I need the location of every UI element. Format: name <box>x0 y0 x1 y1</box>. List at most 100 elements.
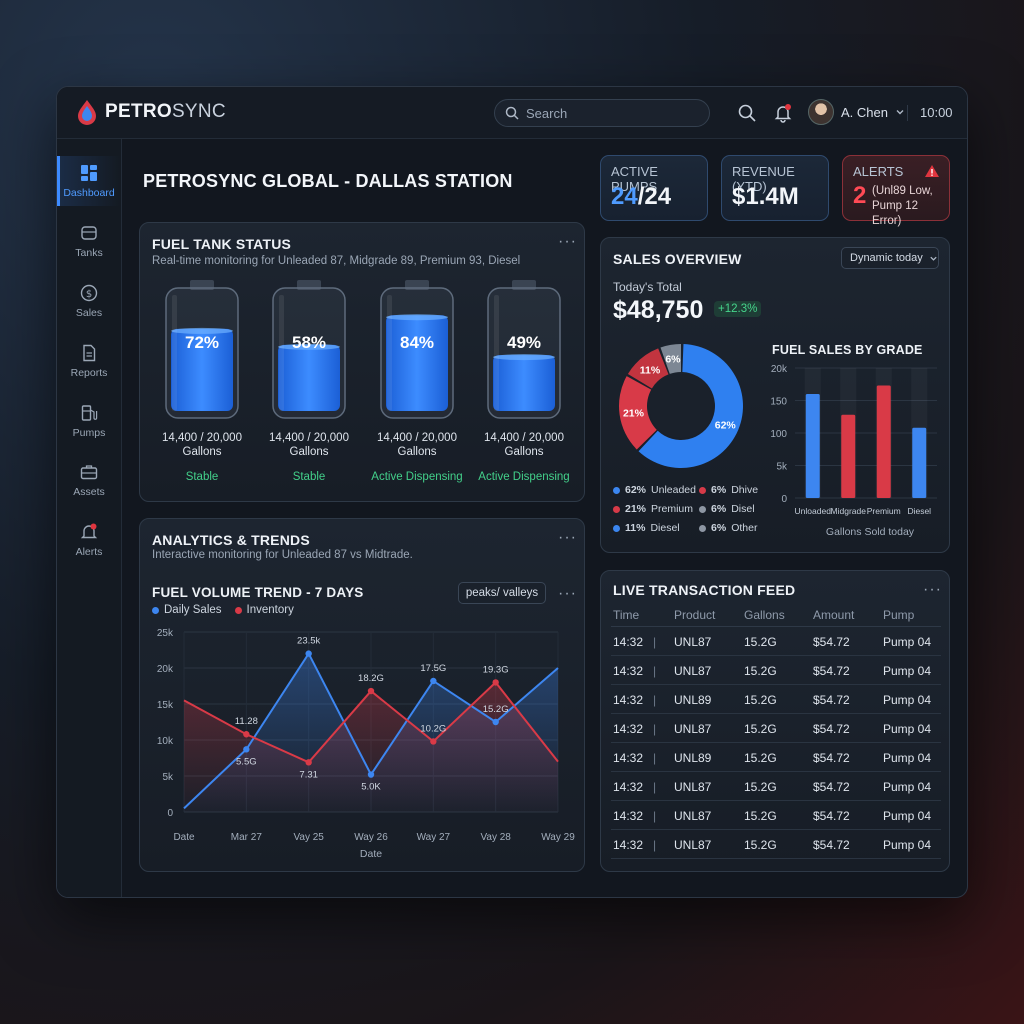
sidebar-item-alerts[interactable]: Alerts <box>57 515 121 565</box>
sidebar-item-tanks[interactable]: Tanks <box>57 216 121 266</box>
fuel-sales-bar-chart[interactable]: 0 5k 100 150 20k Unloaded Midgrade Premium Diese… <box>761 362 949 542</box>
data-point[interactable] <box>305 759 312 766</box>
more-options-icon[interactable]: ··· <box>558 529 577 546</box>
sidebar-item-label: Tanks <box>75 246 103 259</box>
table-cell: 14:32 <box>613 722 644 736</box>
table-row[interactable]: 14:32 UNL87 15.2G $54.72 Pump 04 | <box>611 714 941 743</box>
sidebar-item-assets[interactable]: Assets <box>57 455 121 505</box>
tank-unit: Gallons <box>504 446 544 458</box>
analytics-panel: ANALYTICS & TRENDS ··· Interactive monit… <box>139 518 585 872</box>
data-point[interactable] <box>243 731 250 738</box>
panel-title: FUEL TANK STATUS <box>152 236 292 252</box>
bar-premium[interactable] <box>876 385 891 498</box>
legend-dot-inventory <box>234 606 242 614</box>
data-point[interactable] <box>367 687 375 695</box>
data-point[interactable] <box>305 650 312 657</box>
kpi-alerts[interactable]: ALERTS 2 (Unl89 Low, Pump 12 Error) <box>842 155 950 227</box>
warning-icon <box>925 165 939 177</box>
kpi-revenue[interactable]: REVENUE (YTD) $1.4M <box>721 155 829 221</box>
tank-percent: 49% <box>506 333 542 352</box>
alerts-detail-line: (Unl89 Low, <box>872 185 933 197</box>
table-row[interactable]: 14:32 UNL87 15.2G $54.72 Pump 04 | <box>611 627 941 656</box>
x-axis-label: Date <box>360 848 382 860</box>
tank-fill <box>278 344 340 411</box>
more-options-icon[interactable]: ··· <box>923 581 942 598</box>
tank-icon <box>81 225 97 240</box>
sidebar-item-reports[interactable]: Reports <box>57 336 121 386</box>
fuel-volume-line-chart[interactable]: 0 5k 10k 15k 20k 25k Date Mar 27 Vay 25 Way 26 Way… <box>140 619 586 871</box>
alerts-detail-line: Pump 12 Error) <box>872 200 919 227</box>
data-point[interactable] <box>367 771 375 778</box>
kpi-active-pumps[interactable]: ACTIVE PUMPS 24/24 <box>600 155 708 221</box>
alerts-detail: (Unl89 Low, Pump 12 Error) <box>872 184 949 229</box>
date-range-dropdown[interactable]: Dynamic today <box>841 247 939 269</box>
y-tick-label: 10k <box>157 736 174 747</box>
search-box[interactable] <box>494 99 710 127</box>
table-cell: UNL87 <box>674 664 712 678</box>
search-input[interactable] <box>526 105 696 121</box>
x-tick-label: Way 29 <box>541 832 575 843</box>
table-row[interactable]: 14:32 UNL87 15.2G $54.72 Pump 04 | <box>611 830 941 859</box>
table-row[interactable]: 14:32 UNL89 15.2G $54.72 Pump 04 | <box>611 685 941 714</box>
column-header-amount[interactable]: Amount <box>813 608 855 622</box>
cell-separator: | <box>653 838 657 852</box>
table-cell: Pump 04 <box>883 693 932 707</box>
table-cell: $54.72 <box>813 809 850 823</box>
data-point[interactable] <box>430 677 437 685</box>
donut-slice[interactable] <box>660 344 681 374</box>
table-cell: 14:32 <box>613 751 644 765</box>
data-label: 17.5G <box>420 663 446 674</box>
bar-midgrade[interactable] <box>841 414 856 498</box>
page-title: PETROSYNC GLOBAL - DALLAS STATION <box>143 171 513 191</box>
sidebar-item-sales[interactable]: $ Sales <box>57 276 121 326</box>
data-point[interactable] <box>243 746 250 753</box>
donut-slice[interactable] <box>638 344 743 468</box>
bell-icon[interactable] <box>773 103 793 123</box>
tank-capacity: 14,400 / 20,000 <box>162 432 242 444</box>
bar-chart-title: FUEL SALES BY GRADE <box>772 343 923 357</box>
y-tick-label: 100 <box>770 429 787 440</box>
total-label: Today's Total <box>613 280 682 294</box>
data-point[interactable] <box>430 738 437 745</box>
sidebar-item-pumps[interactable]: Pumps <box>57 396 121 446</box>
tank-glare <box>279 295 284 411</box>
legend-percent: 21% <box>625 503 647 515</box>
data-point[interactable] <box>492 718 499 726</box>
sales-overview-panel: SALES OVERVIEW Dynamic today Today's Tot… <box>600 237 950 553</box>
table-row[interactable]: 14:32 UNL87 15.2G $54.72 Pump 04 | <box>611 801 941 830</box>
column-header-gallons[interactable]: Gallons <box>744 608 785 622</box>
column-header-product[interactable]: Product <box>674 608 716 622</box>
table-cell: Pump 04 <box>883 838 932 852</box>
y-tick-label: 0 <box>781 494 787 505</box>
chevron-down-icon <box>896 110 904 115</box>
table-row[interactable]: 14:32 UNL87 15.2G $54.72 Pump 04 | <box>611 772 941 801</box>
more-options-icon[interactable]: ··· <box>558 585 577 602</box>
briefcase-icon <box>80 464 98 479</box>
sidebar-item-dashboard[interactable]: Dashboard <box>57 156 121 206</box>
peaks-valleys-button[interactable]: peaks/ valleys <box>458 582 546 604</box>
table-row[interactable]: 14:32 UNL87 15.2G $54.72 Pump 04 | <box>611 656 941 685</box>
donut-slice[interactable] <box>619 376 657 450</box>
tank-percent: 58% <box>291 333 327 352</box>
user-menu[interactable]: A. Chen <box>808 99 905 125</box>
fuel-share-donut-chart[interactable]: 62% 21% 11% 6% <box>611 334 751 478</box>
bar-unloaded[interactable] <box>805 394 820 498</box>
column-header-time[interactable]: Time <box>613 608 640 622</box>
data-point[interactable] <box>492 679 499 686</box>
more-options-icon[interactable]: ··· <box>558 233 577 250</box>
column-header-pump[interactable]: Pump <box>883 608 915 622</box>
donut-legend-item: 62% Unleaded <box>613 484 696 496</box>
legend-name: Premium <box>651 503 694 515</box>
tank-graphic <box>380 280 454 419</box>
table-cell: 15.2G <box>744 635 777 649</box>
logo[interactable]: PETROSYNC <box>75 99 226 125</box>
cell-separator: | <box>653 693 657 707</box>
bar-diesel[interactable] <box>912 427 927 498</box>
data-label: 10.2G <box>420 723 446 734</box>
donut-slice[interactable] <box>627 348 669 389</box>
donut-legend-item: 21% Premium <box>613 503 693 515</box>
table-row[interactable]: 14:32 UNL89 15.2G $54.72 Pump 04 | <box>611 743 941 772</box>
tank-status: Active Dispensing <box>371 471 463 483</box>
tank-graphic <box>272 280 346 419</box>
search-icon[interactable] <box>737 103 757 123</box>
